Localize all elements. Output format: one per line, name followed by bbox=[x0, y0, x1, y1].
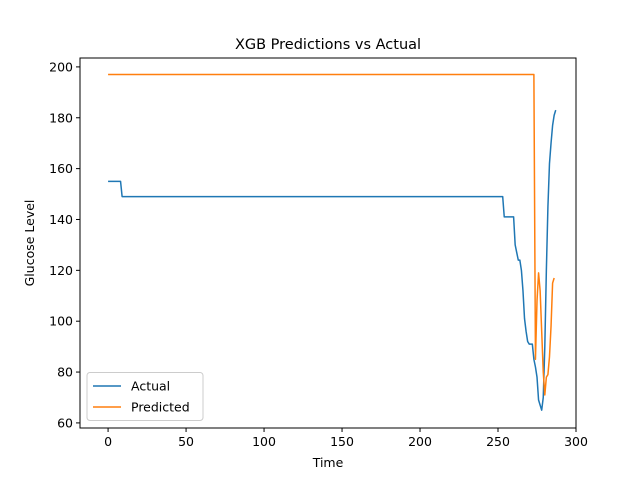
x-tick-label: 200 bbox=[408, 434, 432, 449]
y-tick-label: 80 bbox=[57, 365, 73, 380]
series-layer bbox=[108, 73, 557, 411]
x-axis-label: Time bbox=[312, 455, 344, 470]
y-tick-label: 160 bbox=[49, 161, 73, 176]
x-tick-label: 150 bbox=[330, 434, 354, 449]
y-tick-label: 120 bbox=[49, 263, 73, 278]
legend: Actual Predicted bbox=[86, 372, 204, 421]
series-line-predicted bbox=[108, 73, 555, 396]
x-tick-label: 100 bbox=[252, 434, 276, 449]
legend-label-actual: Actual bbox=[131, 379, 170, 394]
series-line-actual bbox=[108, 109, 557, 411]
y-tick-label: 180 bbox=[49, 110, 73, 125]
legend-box bbox=[86, 372, 204, 421]
y-axis-label: Glucose Level bbox=[22, 200, 37, 287]
x-tick-label: 0 bbox=[104, 434, 112, 449]
legend-label-predicted: Predicted bbox=[131, 400, 190, 415]
chart-title: XGB Predictions vs Actual bbox=[235, 37, 421, 53]
x-tick-label: 300 bbox=[564, 434, 588, 449]
y-tick-label: 200 bbox=[49, 59, 73, 74]
x-tick-label: 250 bbox=[486, 434, 510, 449]
y-tick-label: 100 bbox=[49, 314, 73, 329]
y-tick-label: 140 bbox=[49, 212, 73, 227]
x-tick-label: 50 bbox=[178, 434, 194, 449]
y-tick-label: 60 bbox=[57, 415, 73, 430]
plot-area-frame bbox=[79, 57, 577, 429]
ticks-layer: 0 50 100 150 200 250 300 60 80 100 120 140 160 180 200 bbox=[49, 59, 588, 449]
